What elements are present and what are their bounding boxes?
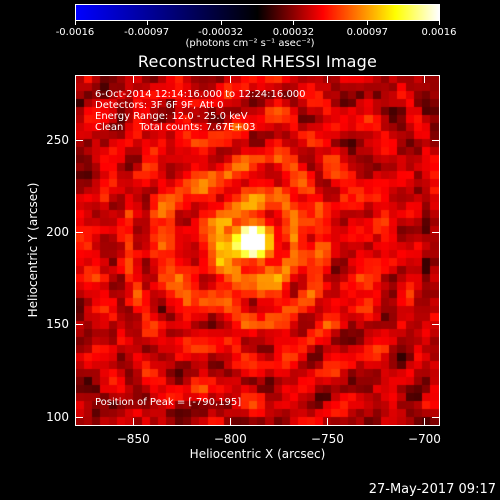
y-tick-mark: [432, 324, 440, 326]
x-tick-mark: [230, 418, 232, 426]
x-tick-label: −800: [213, 432, 247, 446]
x-tick-label: −850: [116, 432, 150, 446]
x-tick-label: −750: [310, 432, 344, 446]
colorbar-units: (photons cm⁻² s⁻¹ asec⁻²): [185, 38, 315, 49]
x-axis-label: Heliocentric X (arcsec): [189, 447, 326, 461]
render-timestamp: 27-May-2017 09:17: [368, 482, 496, 497]
y-tick-label: 200: [46, 225, 69, 240]
annotation-detectors: Detectors: 3F 6F 9F, Att 0: [95, 100, 224, 111]
x-tick-label: −700: [407, 432, 441, 446]
heatmap-plot-area: [75, 75, 440, 426]
colorbar-tick: [146, 21, 148, 25]
annotation-total-counts: Clean Total counts: 7.67E+03: [95, 122, 256, 133]
colorbar: [75, 4, 440, 21]
y-tick-mark: [432, 416, 440, 418]
y-axis-label: Heliocentric Y (arcsec): [26, 182, 40, 318]
y-tick-mark: [75, 232, 83, 234]
y-tick-label: 100: [46, 409, 69, 424]
colorbar-tick-label: -0.00032: [198, 27, 244, 38]
chart-title: Reconstructed RHESSI Image: [137, 52, 378, 71]
y-tick-label: 250: [46, 132, 69, 147]
y-tick-mark: [75, 324, 83, 326]
colorbar-tick-label: -0.00097: [124, 27, 170, 38]
x-tick-mark: [133, 418, 135, 426]
y-tick-mark: [75, 139, 83, 141]
x-tick-mark: [424, 418, 426, 426]
x-tick-mark: [424, 75, 426, 83]
colorbar-tick-label: 0.00097: [346, 27, 389, 38]
annotation-peak-position: Position of Peak = [-790,195]: [95, 397, 242, 408]
colorbar-tick: [439, 21, 440, 25]
x-tick-mark: [327, 418, 329, 426]
y-tick-mark: [432, 139, 440, 141]
colorbar-tick: [293, 21, 295, 25]
colorbar-tick-label: 0.00032: [272, 27, 315, 38]
colorbar-tick: [220, 21, 222, 25]
annotation-energy-range: Energy Range: 12.0 - 25.0 keV: [95, 111, 248, 122]
colorbar-tick-label: 0.0016: [421, 27, 457, 38]
x-tick-mark: [133, 75, 135, 83]
colorbar-tick: [75, 21, 76, 25]
annotation-time-range: 6-Oct-2014 12:14:16.000 to 12:24:16.000: [95, 89, 306, 100]
colorbar-tick-label: -0.0016: [55, 27, 95, 38]
y-tick-mark: [75, 416, 83, 418]
y-tick-mark: [432, 232, 440, 234]
colorbar-tick: [367, 21, 369, 25]
heatmap-image: [76, 76, 439, 425]
y-tick-label: 150: [46, 317, 69, 332]
x-tick-mark: [230, 75, 232, 83]
x-tick-mark: [327, 75, 329, 83]
